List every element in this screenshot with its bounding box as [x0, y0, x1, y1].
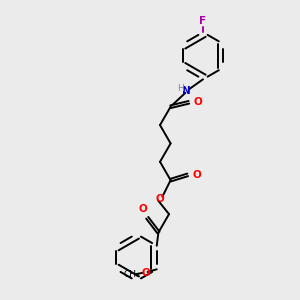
Text: F: F — [200, 16, 207, 26]
Text: O: O — [193, 170, 201, 180]
Text: O: O — [156, 194, 164, 203]
Text: H: H — [177, 84, 184, 93]
Text: N: N — [182, 85, 191, 95]
Text: O: O — [138, 204, 147, 214]
Text: CH₃: CH₃ — [124, 270, 141, 279]
Text: O: O — [194, 97, 203, 107]
Text: O: O — [141, 268, 150, 278]
